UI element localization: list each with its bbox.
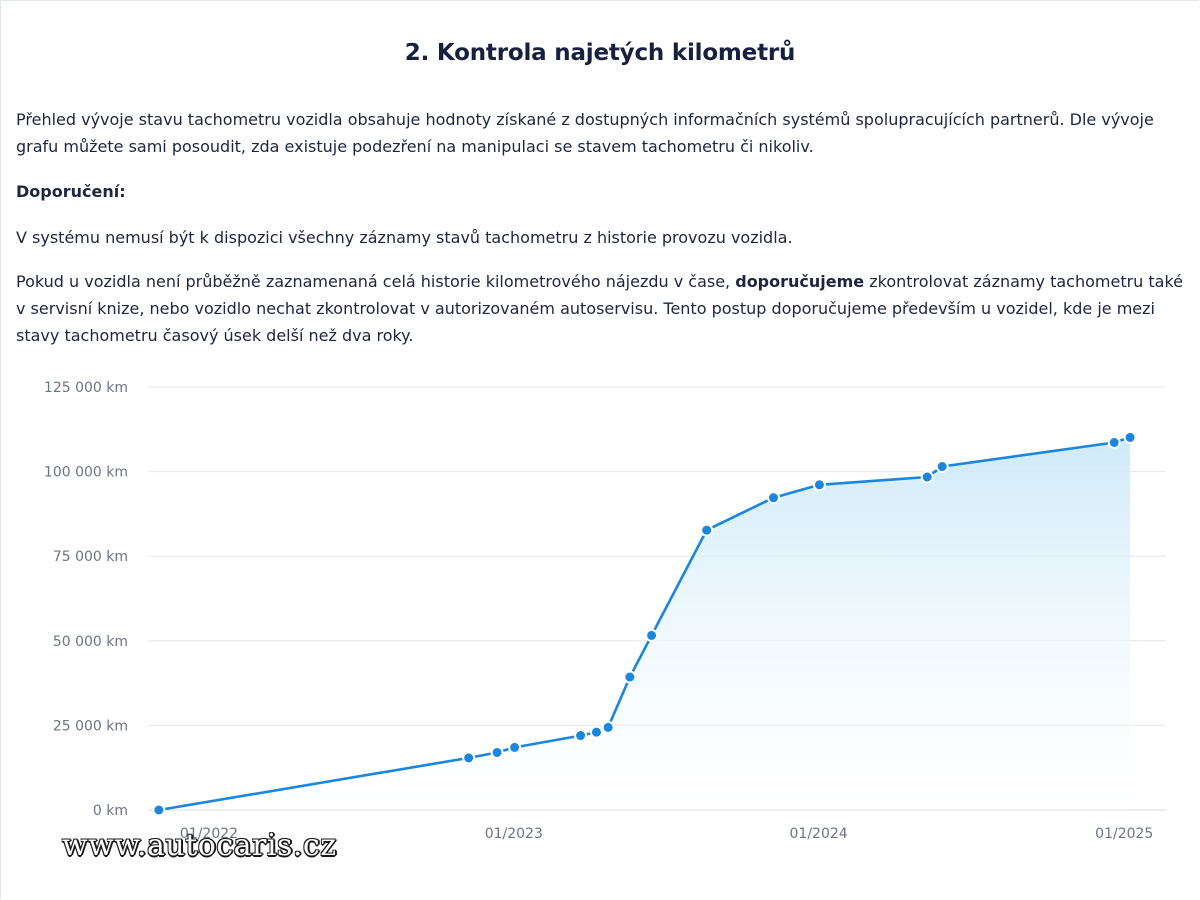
y-tick-label: 100 000 km	[44, 465, 128, 481]
mileage-area	[158, 437, 1131, 810]
data-point[interactable]	[508, 740, 522, 754]
data-point[interactable]	[812, 478, 826, 492]
data-point[interactable]	[920, 470, 934, 484]
y-tick-label: 50 000 km	[53, 634, 128, 650]
data-point[interactable]	[490, 745, 504, 759]
intro-line-2: grafu můžete sami posoudit, zda existuje…	[16, 137, 814, 156]
mileage-points	[152, 430, 1137, 817]
recommendation-note: V systému nemusí být k dispozici všechny…	[16, 228, 793, 247]
recommendation-heading: Doporučení:	[16, 182, 126, 201]
data-point[interactable]	[623, 670, 637, 684]
x-tick-label: 01/2023	[485, 826, 543, 842]
data-point[interactable]	[645, 628, 659, 642]
x-axis-ticks: 01/2022 01/2023 01/2024 01/2025	[180, 826, 1153, 842]
data-point[interactable]	[1107, 435, 1121, 449]
x-tick-label: 01/2024	[790, 826, 848, 842]
section-title: 2. Kontrola najetých kilometrů	[404, 40, 796, 66]
x-tick-label: 01/2022	[180, 826, 238, 842]
odometer-chart: 0 km 25 000 km 50 000 km 75 000 km 100 000 k…	[44, 380, 1166, 842]
data-point[interactable]	[574, 729, 588, 743]
recommendation-detail-line-3: stavy tachometru časový úsek delší než d…	[16, 326, 414, 345]
detail-text-before: Pokud u vozidla není průběžně zaznamenan…	[16, 272, 736, 291]
detail-text-after: zkontrolovat záznamy tachometru také	[864, 272, 1184, 291]
data-point[interactable]	[766, 491, 780, 505]
x-tick-label: 01/2025	[1095, 826, 1153, 842]
detail-emphasis: doporučujeme	[735, 272, 865, 291]
data-point[interactable]	[700, 523, 714, 537]
data-point[interactable]	[589, 725, 603, 739]
y-axis-ticks: 0 km 25 000 km 50 000 km 75 000 km 100 000 k…	[44, 380, 128, 819]
watermark-text: www.autocaris.cz	[62, 828, 337, 863]
intro-text: Přehled vývoje stavu tachometru vozidla …	[16, 106, 1186, 160]
data-point[interactable]	[601, 720, 615, 734]
recommendation-detail-line-2: v servisní knize, nebo vozidlo nechat zk…	[16, 299, 1155, 318]
mileage-line	[158, 436, 1131, 812]
data-point[interactable]	[1123, 430, 1137, 444]
y-tick-label: 25 000 km	[53, 718, 128, 734]
y-tick-label: 0 km	[93, 803, 128, 819]
y-tick-label: 75 000 km	[53, 549, 128, 565]
data-point[interactable]	[152, 803, 166, 817]
data-point[interactable]	[935, 460, 949, 474]
y-tick-label: 125 000 km	[44, 380, 128, 396]
recommendation-detail-line-1: Pokud u vozidla není průběžně zaznamenan…	[16, 268, 1186, 295]
data-point[interactable]	[462, 751, 476, 765]
recommendation-detail: Pokud u vozidla není průběžně zaznamenan…	[16, 268, 1186, 349]
intro-line-1: Přehled vývoje stavu tachometru vozidla …	[16, 110, 1154, 129]
